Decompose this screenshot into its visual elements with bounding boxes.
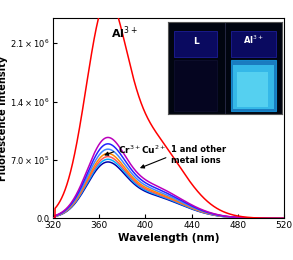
Text: Al$^{3+}$: Al$^{3+}$: [111, 24, 137, 41]
Text: 1 and other
metal ions: 1 and other metal ions: [171, 145, 226, 165]
X-axis label: Wavelength (nm): Wavelength (nm): [118, 233, 219, 243]
Y-axis label: Fluorescence intensity: Fluorescence intensity: [0, 56, 8, 181]
Text: Cr$^{3+}$Cu$^{2+}$: Cr$^{3+}$Cu$^{2+}$: [117, 143, 166, 156]
